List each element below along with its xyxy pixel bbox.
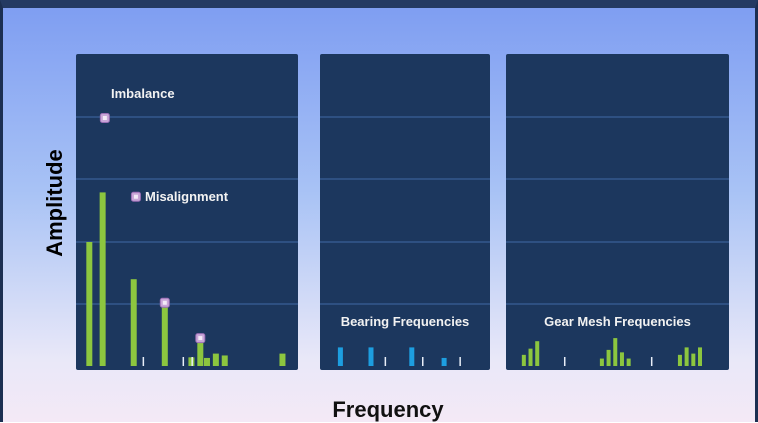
tick-mark [459,357,461,366]
bar-6 [197,338,204,366]
bar-2 [528,348,533,366]
peak-marker-center [162,300,167,305]
panel-1-plot: Imbalance Misalignment [76,86,298,366]
bar-1 [86,242,93,366]
tick-mark [182,357,185,366]
panel-2: Bearing Frequencies [320,54,490,370]
bar-11 [691,353,696,366]
panel-label: Bearing Frequencies [341,314,470,329]
bar-7 [619,352,624,366]
bar-4 [599,358,604,366]
panel-3-plot: Gear Mesh Frequencies [506,116,729,366]
tick-mark [142,357,145,366]
bar-12 [698,347,703,366]
bar-2 [99,192,106,366]
bar-5 [606,349,611,366]
bar-3 [535,341,540,366]
peak-marker-center [102,116,107,120]
panel-3: Gear Mesh Frequencies [506,54,729,370]
tick-mark [563,357,566,366]
panel-2-plot: Bearing Frequencies [320,116,490,366]
bar-3 [409,347,415,366]
bar-1 [521,354,526,366]
bar-4 [441,357,447,366]
bar-3 [130,279,137,366]
bar-6 [613,338,618,366]
bar-9 [221,355,228,366]
annotation-imbalance: Imbalance [111,86,175,101]
bar-10 [279,353,286,366]
bar-10 [684,347,689,366]
bar-8 [212,353,219,366]
tick-mark [191,357,193,366]
bar-9 [677,354,682,366]
annotation-misalignment: Misalignment [145,189,229,204]
tick-mark [650,357,653,366]
tick-mark [422,357,424,366]
bar-8 [626,358,631,366]
x-axis-title: Frequency [332,397,444,422]
panel-label: Gear Mesh Frequencies [544,314,691,329]
bar-1 [337,347,343,366]
bar-4 [161,304,168,366]
bar-7 [203,357,210,366]
tick-mark [384,357,387,366]
y-axis-title: Amplitude [42,149,67,257]
peak-marker-center [133,194,138,199]
panel-1: Imbalance Misalignment [76,54,298,370]
peak-marker-center [198,336,203,341]
bar-2 [368,347,374,366]
